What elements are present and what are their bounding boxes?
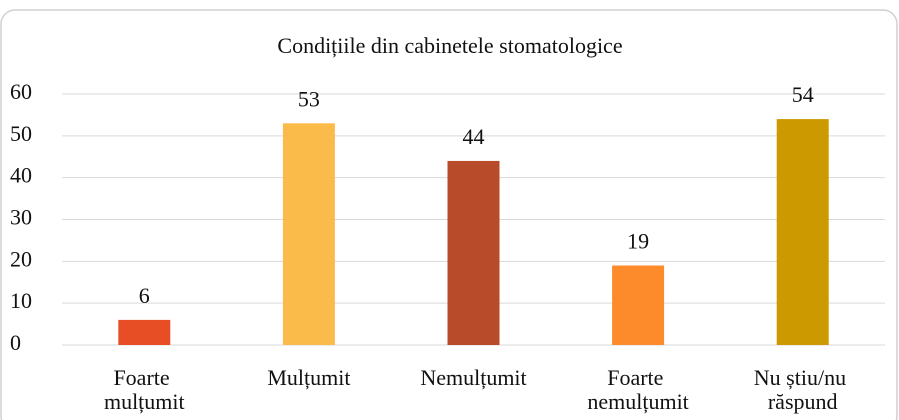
y-tick-label: 40 <box>10 163 32 188</box>
data-label: 53 <box>298 86 320 111</box>
data-label: 19 <box>627 229 649 254</box>
bar <box>447 160 500 345</box>
data-label: 44 <box>463 124 485 149</box>
y-tick-label: 0 <box>10 330 21 355</box>
y-tick-label: 30 <box>10 205 32 230</box>
chart-title: Condițiile din cabinetele stomatologice <box>277 33 622 58</box>
x-tick-label: Foarte nemulțumit <box>587 365 688 414</box>
bar <box>776 119 829 345</box>
y-tick-label: 20 <box>10 246 32 271</box>
y-tick-label: 60 <box>10 79 32 104</box>
x-tick-label: Foarte mulțumit <box>104 365 185 414</box>
bar <box>282 123 335 346</box>
y-tick-label: 50 <box>10 121 32 146</box>
bar <box>118 319 171 345</box>
y-tick-label: 10 <box>10 288 32 313</box>
x-tick-label: Mulțumit <box>267 365 350 390</box>
x-tick-label: Nemulțumit <box>420 365 526 390</box>
data-label: 6 <box>139 283 150 308</box>
x-tick-label: Nu știu/nu răspund <box>754 365 852 414</box>
bar <box>612 265 665 345</box>
data-label: 54 <box>792 82 814 107</box>
